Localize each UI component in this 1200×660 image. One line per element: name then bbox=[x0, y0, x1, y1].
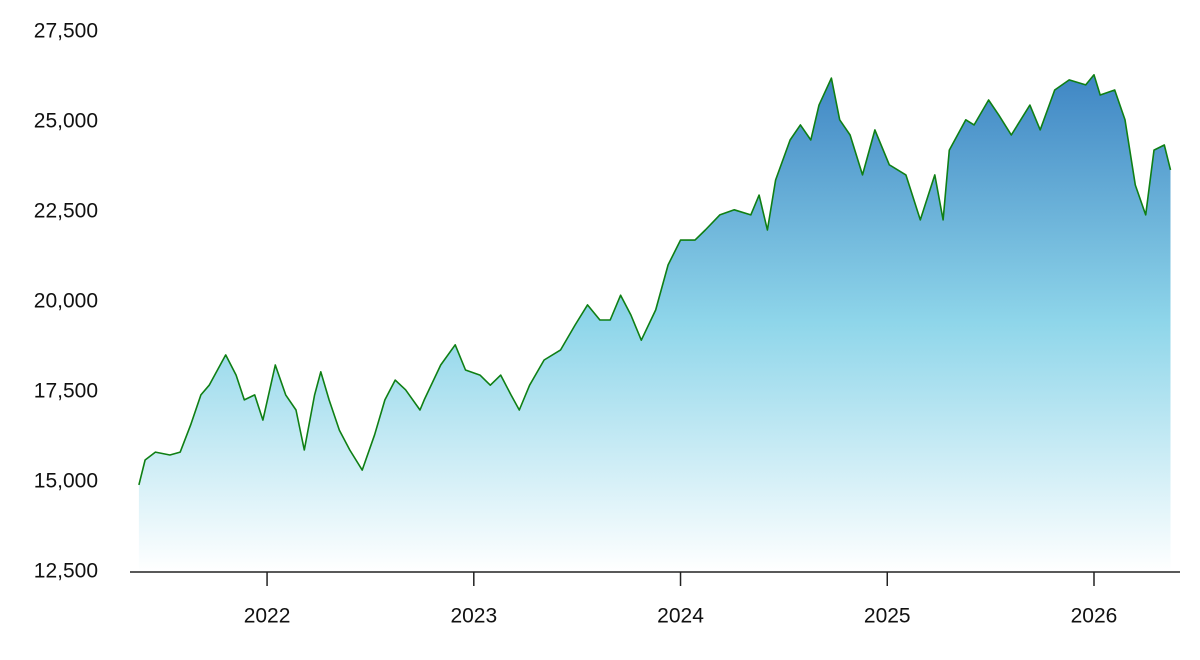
y-tick-label: 27,500 bbox=[34, 20, 98, 43]
x-tick-label: 2022 bbox=[244, 605, 291, 628]
y-tick-label: 17,500 bbox=[34, 380, 98, 403]
x-tick-label: 2025 bbox=[864, 605, 911, 628]
x-tick-label: 2024 bbox=[657, 605, 704, 628]
y-tick-label: 12,500 bbox=[34, 560, 98, 583]
x-tick-label: 2026 bbox=[1071, 605, 1118, 628]
y-tick-label: 22,500 bbox=[34, 200, 98, 223]
area-fill bbox=[138, 74, 1171, 573]
x-tick-label: 2023 bbox=[450, 605, 497, 628]
price-line bbox=[138, 74, 1172, 486]
y-tick-label: 25,000 bbox=[34, 110, 98, 133]
y-tick-label: 15,000 bbox=[34, 470, 98, 493]
y-tick-label: 20,000 bbox=[34, 290, 98, 313]
